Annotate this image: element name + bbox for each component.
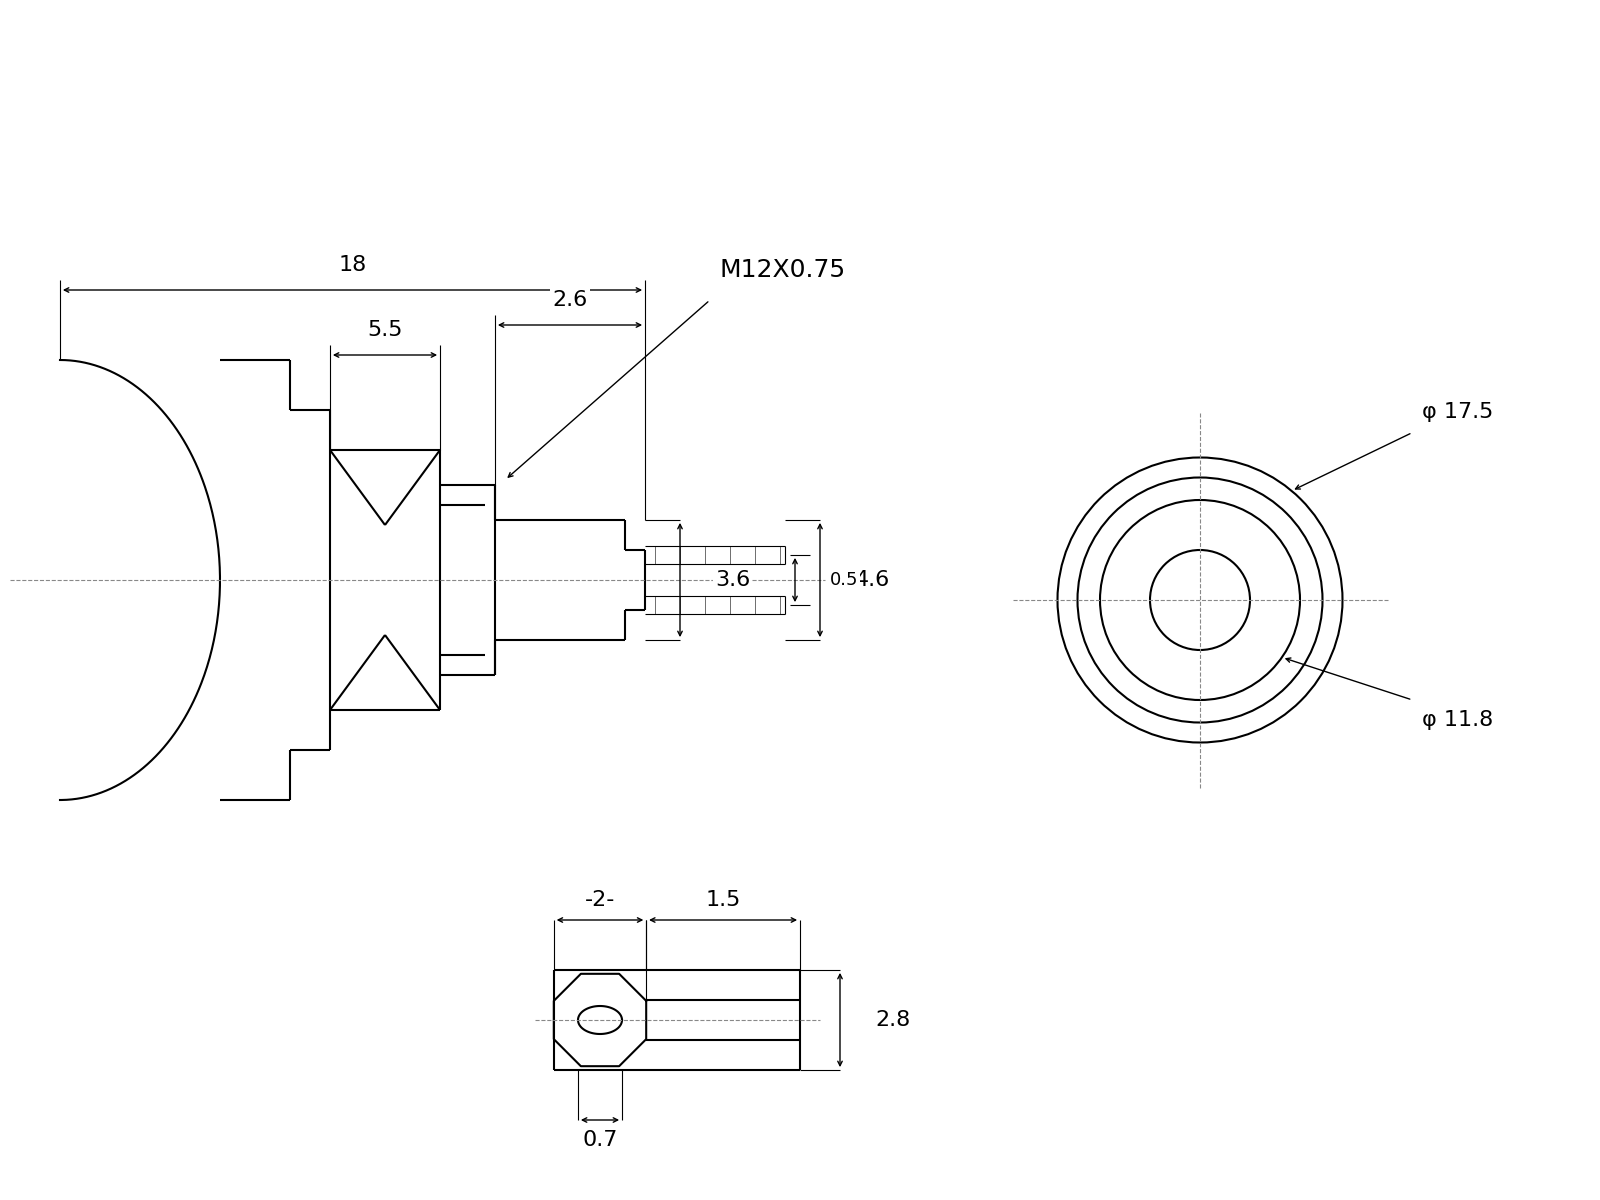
Text: 5.5: 5.5 xyxy=(368,320,403,340)
Text: 1.5: 1.5 xyxy=(706,890,741,910)
Text: φ 11.8: φ 11.8 xyxy=(1422,710,1494,730)
Text: -2-: -2- xyxy=(586,890,614,910)
Text: φ 17.5: φ 17.5 xyxy=(1422,402,1494,422)
Text: 3.6: 3.6 xyxy=(715,570,750,590)
Text: 0.7: 0.7 xyxy=(582,1130,618,1150)
Text: 2.8: 2.8 xyxy=(875,1010,910,1030)
Text: 0.5: 0.5 xyxy=(830,571,859,589)
Text: 2.6: 2.6 xyxy=(552,290,587,310)
Text: 18: 18 xyxy=(338,254,366,275)
Text: M12X0.75: M12X0.75 xyxy=(720,258,846,282)
Text: 4.6: 4.6 xyxy=(854,570,890,590)
